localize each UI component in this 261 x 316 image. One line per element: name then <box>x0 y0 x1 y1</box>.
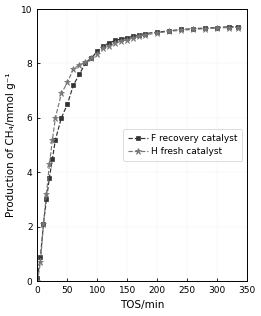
H fresh catalyst <box>168 29 171 33</box>
H fresh catalyst <box>203 27 206 31</box>
H fresh catalyst <box>54 116 57 120</box>
F recovery catalyst <box>114 39 117 42</box>
F recovery catalyst <box>51 157 54 161</box>
F recovery catalyst <box>227 25 230 29</box>
F recovery catalyst <box>90 56 93 60</box>
F recovery catalyst <box>108 41 111 45</box>
F recovery catalyst <box>138 33 141 37</box>
F recovery catalyst <box>144 32 147 35</box>
F recovery catalyst <box>48 176 51 179</box>
Y-axis label: Production of CH₄/mmol g⁻¹: Production of CH₄/mmol g⁻¹ <box>5 73 16 217</box>
F recovery catalyst <box>156 30 159 34</box>
F recovery catalyst <box>168 29 171 33</box>
H fresh catalyst <box>215 26 218 30</box>
F recovery catalyst <box>102 44 105 48</box>
H fresh catalyst <box>120 39 123 43</box>
H fresh catalyst <box>191 27 194 31</box>
H fresh catalyst <box>90 56 93 60</box>
Legend: F recovery catalyst, H fresh catalyst: F recovery catalyst, H fresh catalyst <box>123 129 242 161</box>
F recovery catalyst <box>215 26 218 29</box>
H fresh catalyst <box>48 162 51 166</box>
X-axis label: TOS/min: TOS/min <box>120 301 164 310</box>
F recovery catalyst <box>45 198 48 201</box>
F recovery catalyst <box>236 25 239 29</box>
H fresh catalyst <box>132 36 135 40</box>
F recovery catalyst <box>60 116 63 120</box>
F recovery catalyst <box>72 83 75 87</box>
H fresh catalyst <box>45 192 48 196</box>
H fresh catalyst <box>42 222 45 226</box>
H fresh catalyst <box>126 38 129 41</box>
F recovery catalyst <box>203 26 206 30</box>
F recovery catalyst <box>96 49 99 53</box>
F recovery catalyst <box>54 138 57 142</box>
F recovery catalyst <box>126 36 129 40</box>
H fresh catalyst <box>60 91 63 95</box>
H fresh catalyst <box>114 41 117 45</box>
H fresh catalyst <box>156 31 159 35</box>
F recovery catalyst <box>84 62 87 65</box>
H fresh catalyst <box>84 60 87 64</box>
H fresh catalyst <box>108 44 111 48</box>
H fresh catalyst <box>51 138 54 142</box>
H fresh catalyst <box>180 28 183 32</box>
H fresh catalyst <box>144 33 147 37</box>
H fresh catalyst <box>36 279 39 283</box>
F recovery catalyst <box>180 27 183 31</box>
F recovery catalyst <box>120 37 123 41</box>
F recovery catalyst <box>191 27 194 31</box>
F recovery catalyst <box>39 255 42 258</box>
F recovery catalyst <box>66 102 69 106</box>
H fresh catalyst <box>72 67 75 71</box>
H fresh catalyst <box>138 34 141 38</box>
H fresh catalyst <box>102 46 105 50</box>
Line: H fresh catalyst: H fresh catalyst <box>34 24 241 284</box>
F recovery catalyst <box>132 34 135 38</box>
F recovery catalyst <box>42 222 45 226</box>
H fresh catalyst <box>236 26 239 29</box>
H fresh catalyst <box>78 63 81 67</box>
Line: F recovery catalyst: F recovery catalyst <box>35 25 240 280</box>
H fresh catalyst <box>66 81 69 84</box>
F recovery catalyst <box>36 276 39 280</box>
H fresh catalyst <box>96 52 99 56</box>
H fresh catalyst <box>39 260 42 264</box>
F recovery catalyst <box>78 72 81 76</box>
H fresh catalyst <box>227 26 230 29</box>
